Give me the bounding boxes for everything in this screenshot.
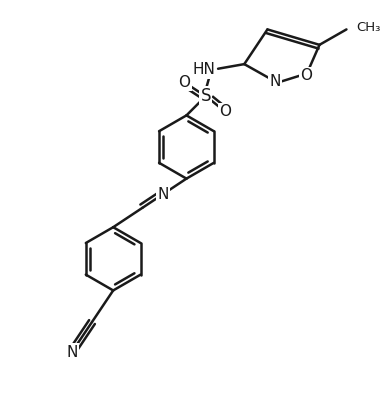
Text: N: N (157, 186, 169, 202)
Text: S: S (200, 87, 211, 105)
Text: O: O (300, 68, 312, 83)
Text: HN: HN (192, 63, 215, 77)
Text: O: O (219, 104, 231, 119)
Text: CH₃: CH₃ (356, 21, 381, 34)
Text: N: N (66, 344, 78, 360)
Text: N: N (270, 74, 281, 89)
Text: O: O (179, 75, 190, 90)
